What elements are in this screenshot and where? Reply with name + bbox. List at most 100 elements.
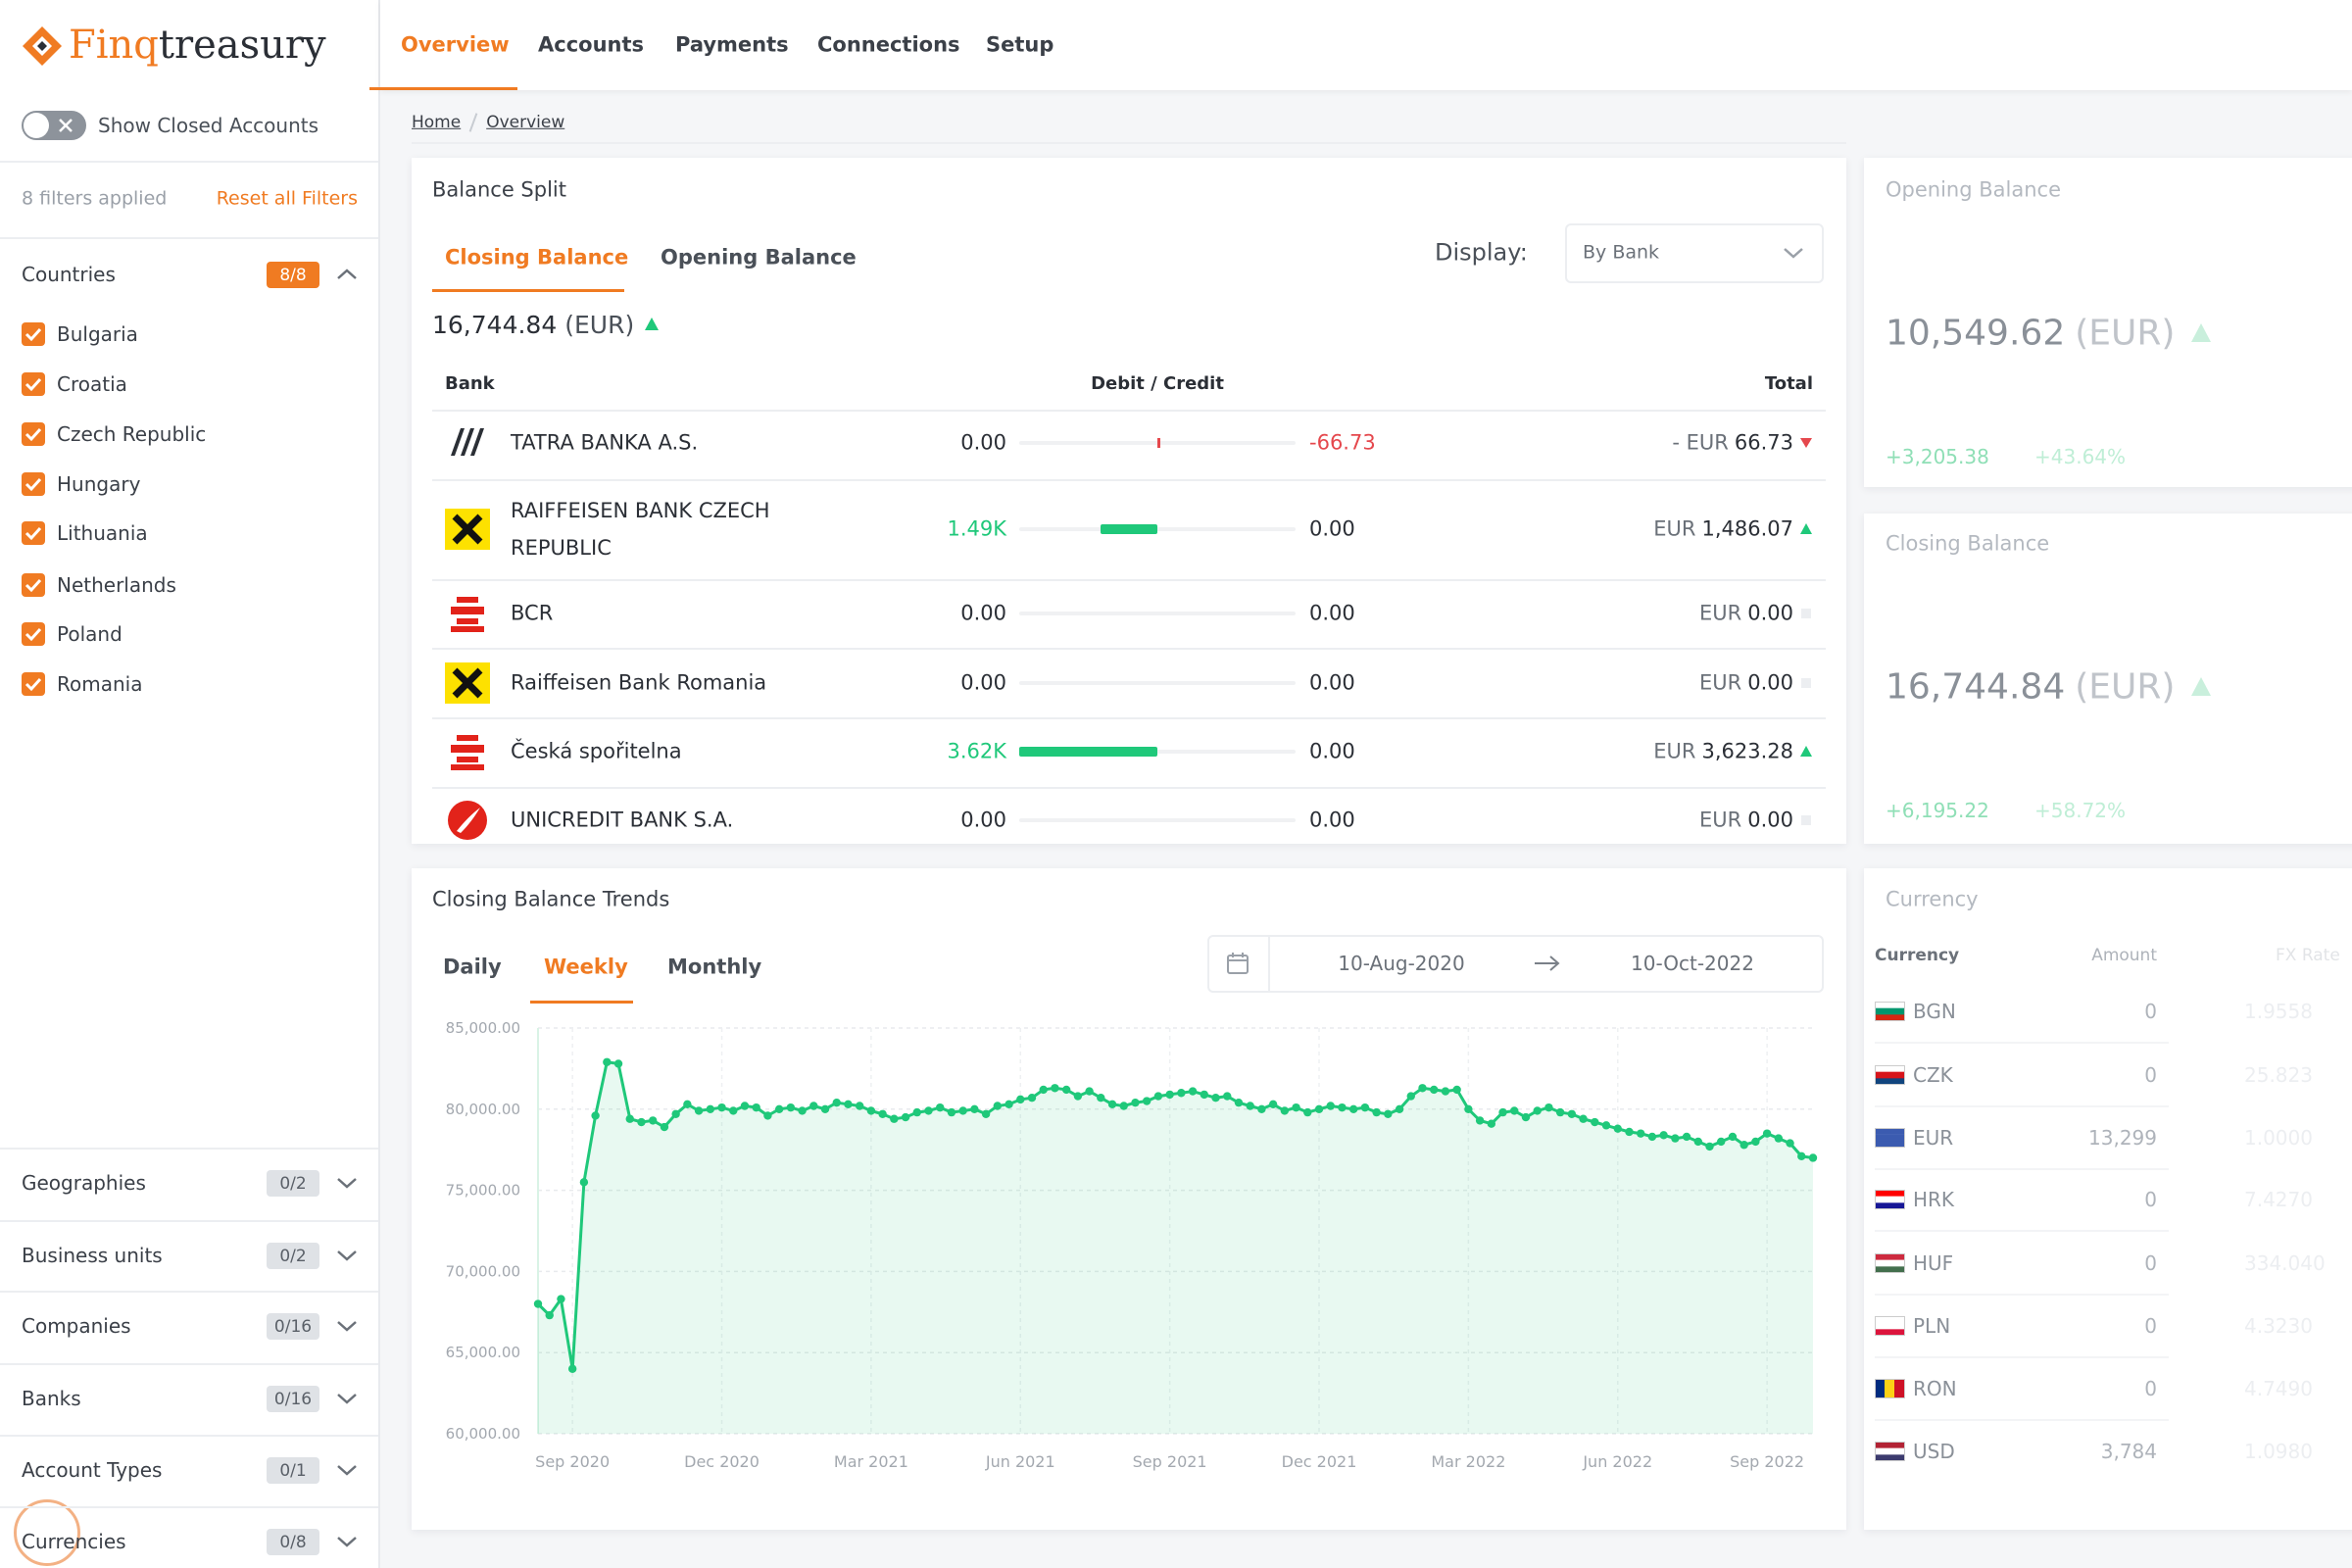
display-select[interactable]	[1565, 223, 1824, 283]
checkbox[interactable]	[22, 372, 45, 396]
date-range-box[interactable]	[1207, 935, 1824, 993]
tab[interactable]: Opening Balance	[661, 245, 857, 270]
column-header: Debit / Credit	[1091, 373, 1224, 395]
chevron[interactable]	[335, 1246, 359, 1265]
currency-code: PLN	[1913, 1314, 1951, 1338]
checkbox[interactable]	[22, 521, 45, 545]
date-to[interactable]: 10-Oct-2022	[1631, 952, 1754, 975]
row-divider	[1875, 1230, 2169, 1232]
credit-bar	[1157, 438, 1160, 448]
bank-logo	[445, 509, 490, 550]
nav-item[interactable]: Accounts	[538, 32, 645, 57]
balance-change: +3,205.38	[1886, 445, 1989, 468]
chevron[interactable]	[335, 1532, 359, 1551]
country-label[interactable]: Croatia	[57, 372, 127, 396]
credit-value: 0.00	[1309, 808, 1355, 832]
country-label[interactable]: Romania	[57, 672, 143, 696]
total-amount: 1,486.07	[1701, 516, 1793, 541]
tab[interactable]: Closing Balance	[445, 245, 629, 270]
country-label[interactable]: Poland	[57, 622, 122, 646]
row-divider	[432, 787, 1826, 789]
reset-filters[interactable]: Reset all Filters	[216, 187, 358, 210]
bank-name: RAIFFEISEN BANK CZECH REPUBLIC	[511, 499, 770, 560]
checkbox[interactable]	[22, 322, 45, 346]
badge-text: 8/8	[279, 265, 307, 285]
top-bar	[380, 0, 2352, 90]
nav-item[interactable]: Payments	[675, 32, 789, 57]
sidebar-divider	[0, 1291, 378, 1293]
country-label[interactable]: Netherlands	[57, 573, 176, 597]
sidebar	[0, 0, 380, 1568]
card-title: Balance Split	[432, 177, 566, 202]
group-title[interactable]: Business units	[22, 1244, 163, 1267]
chevron[interactable]	[335, 265, 359, 284]
credit-value: -66.73	[1309, 430, 1376, 455]
filters-applied: 8 filters applied	[22, 187, 168, 210]
chevron[interactable]	[335, 1173, 359, 1193]
bank-logo	[451, 597, 484, 632]
checkbox[interactable]	[22, 422, 45, 446]
breadcrumb-divider	[412, 142, 1846, 144]
group-title[interactable]: Currencies	[22, 1530, 126, 1553]
group-title[interactable]: Geographies	[22, 1171, 146, 1195]
breadcrumb[interactable]: Home	[412, 112, 462, 132]
flag	[1875, 1002, 1905, 1021]
flag	[1875, 1190, 1905, 1209]
feedback-widget[interactable]	[14, 1499, 80, 1566]
credit-value: 0.00	[1309, 739, 1355, 763]
badge	[267, 1243, 319, 1269]
badge	[267, 262, 319, 288]
total-prefix: EUR	[1653, 739, 1696, 763]
opening-balance-card	[1864, 158, 2352, 487]
currency-amount: 13,299	[2088, 1126, 2157, 1150]
country-label[interactable]: Hungary	[57, 472, 141, 496]
trend-arrow	[2191, 323, 2212, 342]
column-header: FX Rate	[2276, 945, 2340, 965]
group-title[interactable]: Account Types	[22, 1458, 163, 1482]
nav-item[interactable]: Setup	[986, 32, 1054, 57]
bank-logo	[445, 422, 490, 462]
country-label[interactable]: Czech Republic	[57, 422, 207, 446]
calendar-icon[interactable]	[1225, 951, 1250, 976]
logo-icon	[23, 26, 62, 66]
bank-logo	[451, 735, 484, 770]
total-value: 16,744.84	[432, 311, 558, 339]
badge-text: 0/16	[273, 1389, 313, 1409]
checkbox[interactable]	[22, 573, 45, 597]
balance-split-card	[412, 158, 1846, 844]
checkbox[interactable]	[22, 622, 45, 646]
nav-item[interactable]: Overview	[401, 32, 510, 57]
tab-underline	[530, 1001, 633, 1004]
chevron[interactable]	[335, 1389, 359, 1408]
chevron[interactable]	[335, 1316, 359, 1336]
nav-item[interactable]: Connections	[817, 32, 960, 57]
tab[interactable]: Daily	[443, 955, 502, 979]
tab[interactable]: Weekly	[544, 955, 628, 979]
breadcrumb[interactable]: Overview	[486, 112, 565, 132]
balance-currency: (EUR)	[2075, 666, 2176, 708]
column-header: Total	[1764, 373, 1813, 395]
debit-value: 0.00	[960, 670, 1006, 695]
total-prefix: EUR	[1653, 516, 1696, 541]
toggle-label[interactable]: Show Closed Accounts	[98, 114, 319, 137]
total-amount: 66.73	[1734, 430, 1793, 455]
flag	[1875, 1253, 1905, 1273]
date-from[interactable]: 10-Aug-2020	[1338, 952, 1465, 975]
display-value[interactable]: By Bank	[1583, 241, 1660, 264]
badge	[267, 1313, 319, 1340]
country-label[interactable]: Bulgaria	[57, 322, 138, 346]
group-title: Countries	[22, 263, 116, 286]
group-title[interactable]: Companies	[22, 1314, 131, 1338]
currency-fx: 7.4270	[2244, 1188, 2313, 1211]
tab[interactable]: Monthly	[667, 955, 762, 979]
badge	[267, 1529, 319, 1555]
currency-fx: 1.9558	[2244, 1000, 2313, 1023]
nav-underline	[369, 87, 517, 90]
checkbox[interactable]	[22, 472, 45, 496]
chevron[interactable]	[335, 1460, 359, 1480]
country-label[interactable]: Lithuania	[57, 521, 148, 545]
trend-arrow	[1800, 523, 1812, 534]
group-title[interactable]: Banks	[22, 1387, 81, 1410]
toggle-x	[59, 119, 73, 132]
checkbox[interactable]	[22, 672, 45, 696]
